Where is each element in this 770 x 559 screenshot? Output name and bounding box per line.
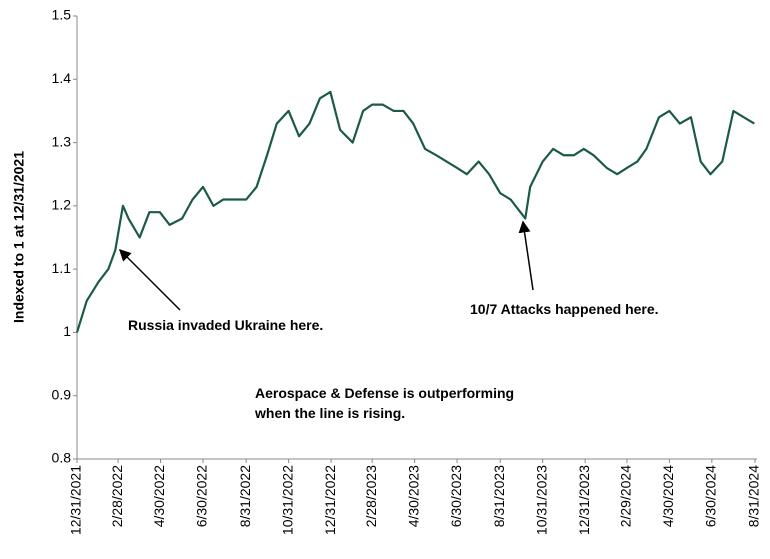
x-tick-label: 2/28/2023 xyxy=(363,465,379,527)
x-tick-label: 6/30/2022 xyxy=(194,465,210,527)
x-tick-label: 4/30/2022 xyxy=(151,465,167,527)
annotation: Aerospace & Defense is outperforming xyxy=(255,385,514,401)
x-tick-label: 6/30/2024 xyxy=(703,465,719,527)
y-tick-label: 1.2 xyxy=(52,197,72,213)
annotation: when the line is rising. xyxy=(254,405,405,421)
y-tick-label: 1.1 xyxy=(52,260,72,276)
x-tick-label: 8/31/2023 xyxy=(491,465,507,527)
x-tick-label: 2/29/2024 xyxy=(618,465,634,527)
annotation: 10/7 Attacks happened here. xyxy=(470,301,659,317)
x-tick-label: 12/31/2022 xyxy=(322,465,338,535)
y-tick-label: 1 xyxy=(63,323,71,339)
arrow xyxy=(518,220,534,291)
x-tick-label: 6/30/2023 xyxy=(448,465,464,527)
x-tick-label: 12/31/2023 xyxy=(576,465,592,535)
y-tick-label: 1.5 xyxy=(52,7,72,23)
x-tick-label: 10/31/2022 xyxy=(279,465,295,535)
y-tick-label: 1.3 xyxy=(52,133,72,149)
x-tick-label: 8/31/2022 xyxy=(237,465,253,527)
annotation: Russia invaded Ukraine here. xyxy=(128,317,323,333)
arrow xyxy=(118,248,181,311)
x-tick-label: 4/30/2023 xyxy=(405,465,421,527)
x-tick-label: 4/30/2024 xyxy=(660,465,676,527)
x-tick-label: 10/31/2023 xyxy=(533,465,549,535)
x-tick-label: 8/31/2024 xyxy=(746,465,762,527)
line xyxy=(75,90,755,333)
x-tick-label: 12/31/2021 xyxy=(68,465,84,535)
y-axis-label: Indexed to 1 at 12/31/2021 xyxy=(11,151,27,323)
y-tick-label: 1.4 xyxy=(52,70,72,86)
y-tick-label: 0.9 xyxy=(52,386,72,402)
y-tick-label: 0.8 xyxy=(52,450,72,466)
x-tick-label: 2/28/2022 xyxy=(109,465,125,527)
